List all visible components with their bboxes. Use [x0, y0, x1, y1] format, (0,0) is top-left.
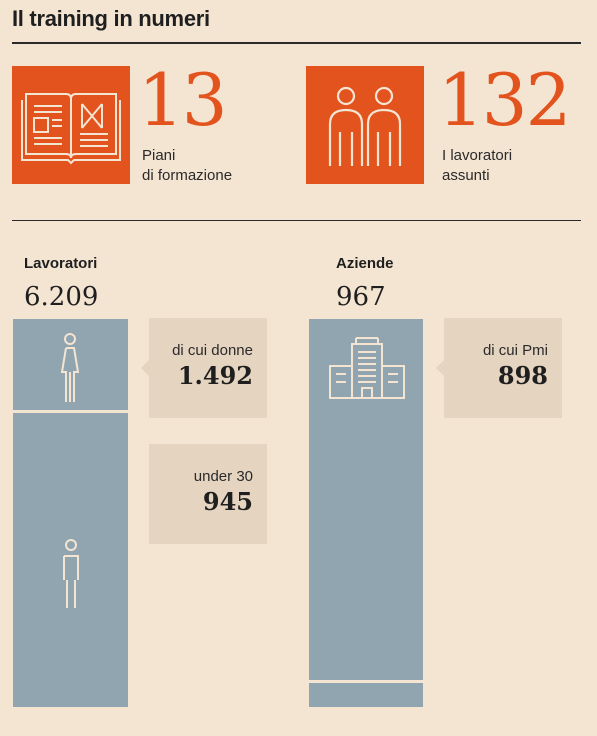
book-icon: [12, 66, 130, 184]
workers-heading: Lavoratori: [24, 255, 98, 272]
page-title: Il training in numeri: [12, 6, 210, 31]
young-person-icon: [63, 539, 79, 608]
middle-rule: [12, 220, 581, 221]
under30-value: 945: [202, 487, 253, 516]
under30-callout: under 30 945: [149, 444, 267, 544]
workers-bar-divider: [13, 410, 128, 413]
callout-pointer: [141, 360, 149, 376]
women-label: di cui donne: [172, 342, 253, 359]
people-icon: [306, 66, 424, 184]
companies-bar-divider: [309, 680, 423, 683]
building-icon: [329, 337, 405, 399]
top-rule: [12, 42, 581, 44]
stat-hired-value: 132: [438, 58, 571, 142]
women-callout: di cui donne 1.492: [149, 318, 267, 418]
stat-hired-label: I lavoratori assunti: [442, 147, 513, 184]
under30-label: under 30: [193, 468, 253, 485]
companies-total: 967: [336, 282, 386, 312]
workers-total: 6.209: [24, 282, 99, 312]
pmi-value: 898: [497, 361, 548, 390]
companies-heading: Aziende: [336, 255, 394, 272]
pmi-label: di cui Pmi: [482, 342, 548, 359]
stat-plans-label: Piani di formazione: [142, 147, 233, 184]
callout-pointer-pmi: [436, 360, 444, 376]
women-value: 1.492: [177, 361, 253, 390]
woman-icon: [60, 333, 80, 402]
stat-plans-value: 13: [138, 58, 228, 142]
pmi-callout: di cui Pmi 898: [444, 318, 562, 418]
